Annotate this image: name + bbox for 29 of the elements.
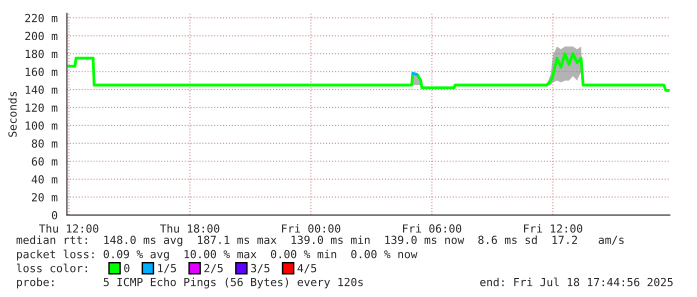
y-tick-label: 40 m <box>32 175 58 184</box>
x-tick-label: Fri 00:00 <box>282 224 340 233</box>
text: end: Fri Jul 18 17:44:56 2025 <box>480 278 673 286</box>
y-tick-label: 60 m <box>32 157 58 166</box>
y-tick-label: 80 m <box>32 139 58 148</box>
y-tick-label: 160 m <box>26 68 58 76</box>
text: median rtt: 148.0 ms avg 187.1 ms max 139.0 ms min 139.0 ms now 8.6 ms sd 17.2 am/s <box>16 235 624 246</box>
legend-label: 0 <box>124 264 130 272</box>
y-tick-label: 120 m <box>26 103 58 112</box>
y-tick-label: 200 m <box>25 32 58 40</box>
y-tick-label: 140 m <box>26 86 58 94</box>
legend-label: 2/5 <box>204 264 223 274</box>
text: packet loss: 0.09 % avg 10.00 % max 0.00 % min 0.00 % now <box>17 250 418 261</box>
line-series <box>68 52 670 92</box>
text: probe: 5 ICMP Echo Pings (56 Bytes) every 120s <box>17 278 363 288</box>
x-tick-label: Thu 12:00 <box>39 224 98 233</box>
x-tick-label: Thu 18:00 <box>160 224 220 233</box>
y-tick-label: 100 m <box>26 121 58 130</box>
y-tick-label: 0 <box>52 211 58 220</box>
y-tick-label: 220 m <box>25 14 58 22</box>
text: loss color: <box>16 264 87 272</box>
x-tick-label: Fri 06:00 <box>403 224 462 233</box>
legend-label: 1/5 <box>158 264 176 274</box>
y-axis-title: Seconds <box>8 92 17 137</box>
legend-label: 3/5 <box>251 264 270 274</box>
y-tick-label: 180 m <box>26 50 58 58</box>
x-tick-label: Fri 12:00 <box>524 224 582 233</box>
legend-label: 4/5 <box>298 264 316 274</box>
y-tick-label: 20 m <box>32 193 58 202</box>
